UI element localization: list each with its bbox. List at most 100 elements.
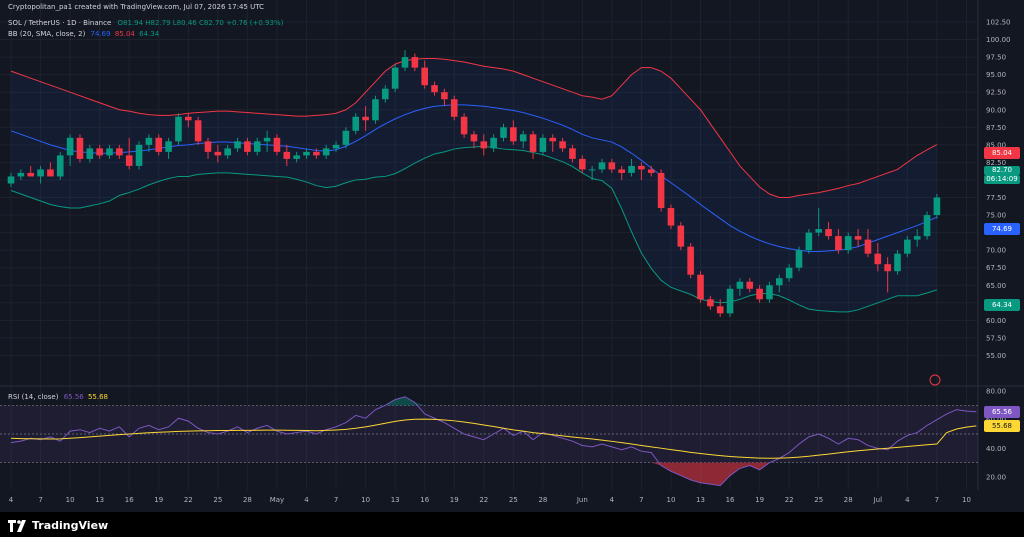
candle-body (628, 165, 635, 173)
candle-body (47, 169, 54, 177)
time-tick-label: 7 (935, 496, 939, 504)
candle-body (165, 141, 172, 152)
candle-body (894, 253, 901, 272)
price-tick-label: 90.00 (986, 106, 1006, 114)
bb-lower-price-tag: 64.34 (984, 299, 1020, 311)
tradingview-logo[interactable]: TradingView (8, 519, 108, 532)
rsi-label[interactable]: RSI (14, close) (8, 393, 59, 401)
candle-body (234, 141, 241, 149)
candle-body (155, 137, 163, 152)
price-tick-label: 100.00 (986, 36, 1011, 44)
candle-body (263, 137, 271, 142)
candle-body (904, 239, 911, 254)
candle-body (214, 151, 222, 156)
candle-body (17, 172, 25, 177)
price-tick-label: 87.50 (986, 124, 1006, 132)
time-tick-label: 10 (66, 496, 75, 504)
price-tick-label: 60.00 (986, 317, 1006, 325)
rsi-line (10, 396, 977, 487)
candle-body (933, 197, 941, 216)
candle-body (638, 165, 645, 170)
candle-body (815, 229, 822, 233)
time-tick-label: 19 (450, 496, 459, 504)
time-tick-label: 4 (304, 496, 309, 504)
alert-icon (929, 374, 941, 386)
time-tick-label: 22 (479, 496, 488, 504)
bb-label[interactable]: BB (20, SMA, close, 2) (8, 30, 86, 38)
bb-mid-price-tag: 74.69 (984, 223, 1020, 235)
candle-body (204, 141, 212, 152)
candle-body (56, 155, 64, 177)
time-tick-label: 13 (95, 496, 104, 504)
price-tick-label: 77.50 (986, 194, 1006, 202)
candle-body (854, 236, 862, 240)
candle-body (7, 176, 15, 184)
candle-body (647, 169, 655, 173)
candle-body (86, 148, 94, 159)
time-tick-label: Jun (576, 496, 588, 504)
price-tick-label: 55.00 (986, 352, 1006, 360)
price-tick-label: 85.00 (986, 141, 1006, 149)
candle-body (175, 116, 182, 142)
candle-body (539, 137, 547, 152)
symbol-name[interactable]: SOL / TetherUS · 1D · Binance (8, 19, 112, 27)
rsi-price-tag: 65.56 (984, 406, 1020, 418)
time-tick-label: 28 (243, 496, 252, 504)
price-tick-label: 82.50 (986, 159, 1006, 167)
price-tick-label: 65.00 (986, 282, 1006, 290)
last-price-tag: 82.70 (984, 166, 1020, 175)
candle-body (450, 99, 458, 117)
candle-body (864, 239, 872, 254)
rsi-ma-price-tag: 55.68 (984, 420, 1020, 432)
candle-body (923, 215, 931, 237)
time-tick-label: 10 (666, 496, 675, 504)
bar-countdown-tag: 06:14:09 (984, 175, 1020, 184)
rsi-value: 65.56 (63, 393, 84, 401)
time-tick-label: 13 (696, 496, 705, 504)
candle-body (657, 172, 665, 209)
candle-body (303, 151, 310, 156)
price-tick-label: 67.50 (986, 264, 1006, 272)
candle-body (244, 141, 251, 152)
time-tick-label: 10 (361, 496, 370, 504)
candle-body (519, 134, 527, 142)
candle-body (598, 162, 606, 170)
candle-body (746, 281, 754, 289)
time-tick-label: 22 (785, 496, 794, 504)
price-tick-label: 102.50 (986, 19, 1011, 27)
time-tick-label: 25 (814, 496, 823, 504)
time-tick-label: 4 (610, 496, 615, 504)
candle-body (825, 229, 832, 237)
candle-body (322, 148, 330, 156)
tradingview-logo-text: TradingView (32, 519, 109, 532)
time-tick-label: 22 (184, 496, 193, 504)
candle-body (608, 162, 616, 170)
bb-upper-value: 85.04 (114, 30, 135, 38)
time-tick-label: 7 (639, 496, 643, 504)
rsi-tick-label: 20.00 (986, 474, 1006, 482)
time-tick-label: May (270, 496, 284, 504)
time-tick-label: 28 (844, 496, 853, 504)
candle-body (766, 285, 773, 300)
time-axis: 4 7 10 13 16 19 22 25 28 May 4 7 10 13 16 19 22 25 28 Jun 4 7… (9, 496, 971, 504)
rsi-overbought-fill (385, 396, 425, 406)
candle-body (372, 99, 379, 121)
rsi-ma-value: 55.68 (87, 393, 109, 401)
candle-body (707, 299, 714, 307)
time-tick-label: 19 (755, 496, 764, 504)
time-tick-label: 16 (125, 496, 134, 504)
time-tick-label: 4 (9, 496, 14, 504)
bollinger-band-fill (11, 58, 937, 312)
time-tick-label: 28 (538, 496, 547, 504)
candle-body (529, 134, 537, 152)
time-tick-label: 7 (38, 496, 42, 504)
candle-body (618, 169, 625, 173)
candle-body (884, 264, 891, 272)
candle-body (135, 144, 143, 166)
time-tick-label: 4 (905, 496, 910, 504)
candle-body (470, 134, 478, 142)
price-tick-label: 70.00 (986, 247, 1006, 255)
time-tick-label: 13 (391, 496, 400, 504)
attribution-text: Cryptopolitan_pa1 created with TradingVi… (8, 3, 264, 11)
